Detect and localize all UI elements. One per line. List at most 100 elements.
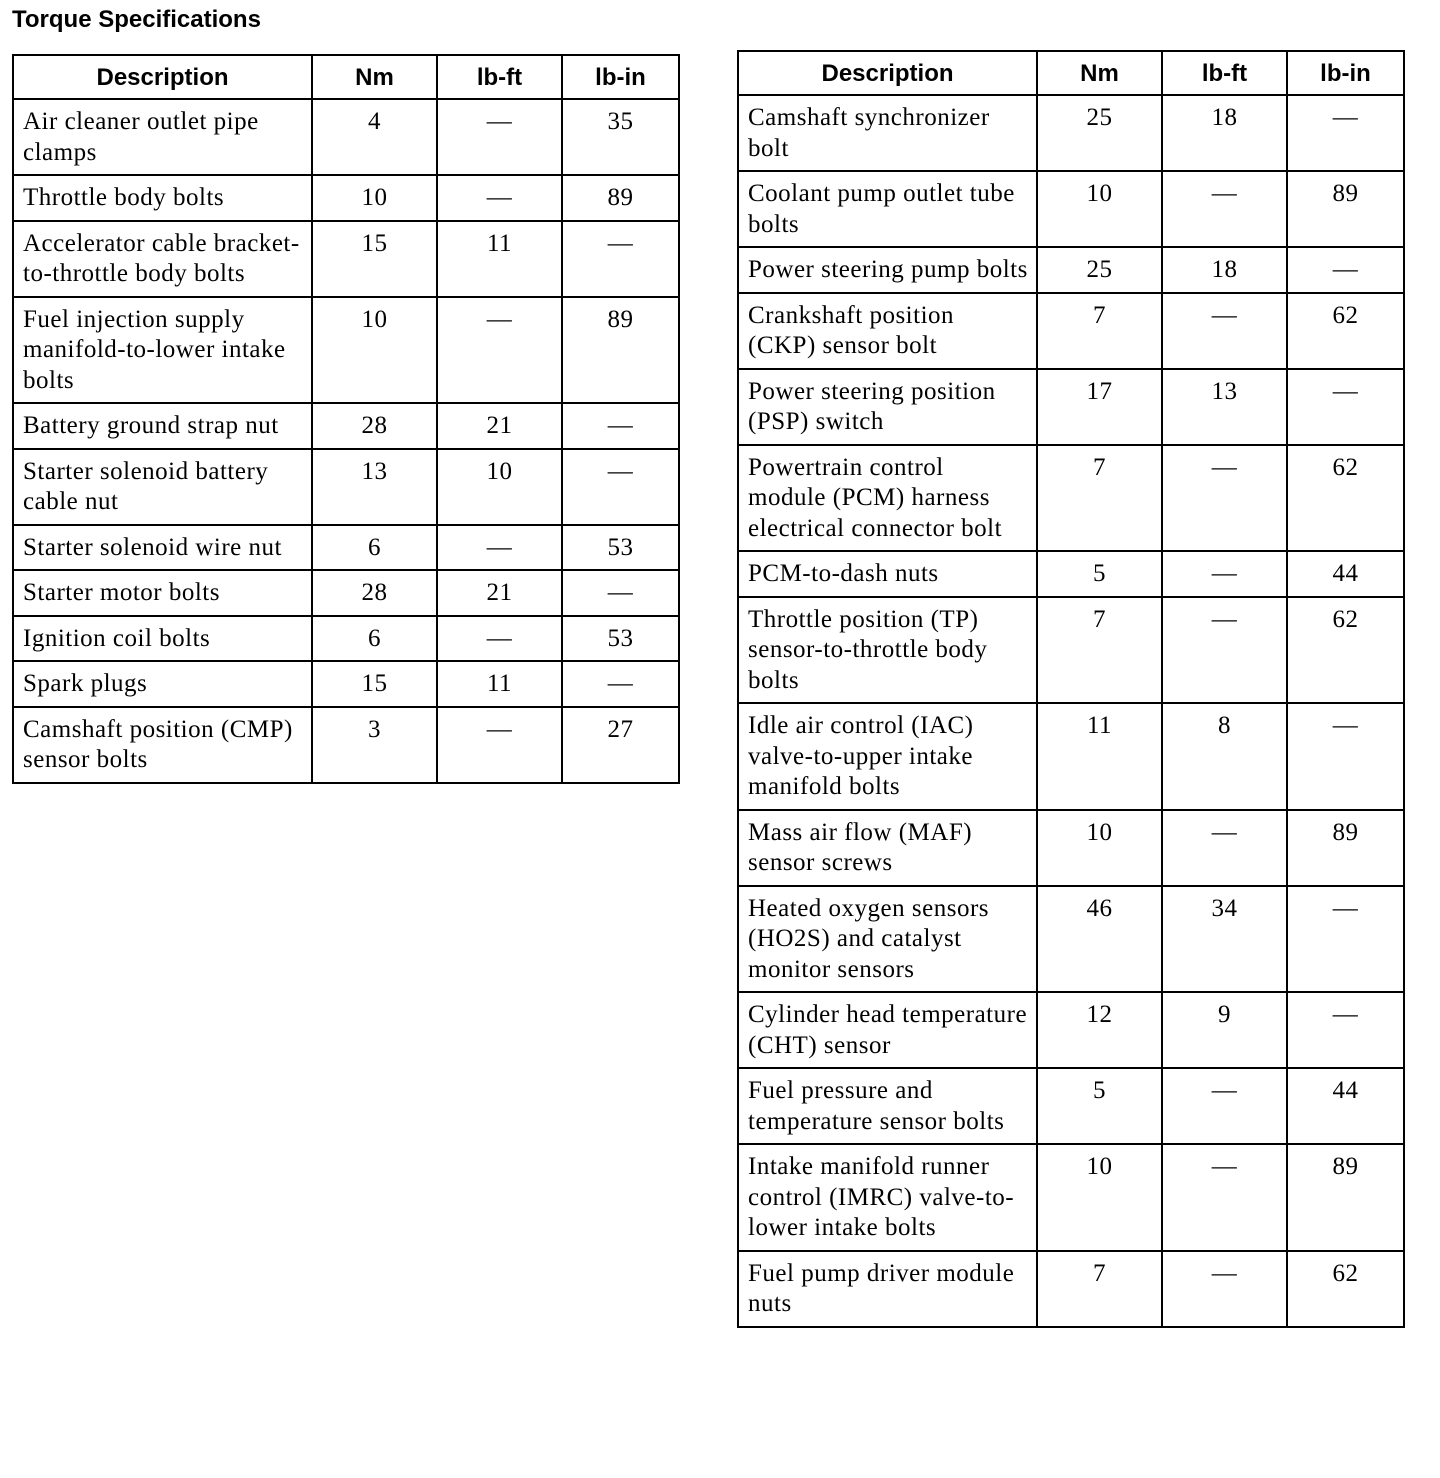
cell-lb-in: — [1286,94,1405,172]
cell-nm: 15 [311,219,438,298]
cell-description: Starter motor bolts [12,569,313,617]
cell-description: Idle air control (IAC) valve-to-upper in… [737,702,1038,811]
cell-nm: 13 [311,447,438,526]
cell-lb-in: — [1286,991,1405,1069]
cell-lb-ft: 10 [436,447,563,526]
cell-lb-in: — [1286,702,1405,811]
table-row: Fuel pump driver module nuts 7—62 [737,1249,1405,1328]
cell-nm: 10 [1036,1143,1163,1252]
cell-lb-ft: 21 [436,569,563,617]
cell-description: Throttle body bolts [12,174,313,222]
table-row: Throttle position (TP) sensor-to-throttl… [737,595,1405,704]
table-row: Starter solenoid wire nut 6—53 [12,523,680,571]
cell-lb-ft: — [1161,550,1288,598]
cell-lb-ft: — [1161,443,1288,552]
cell-lb-in: 53 [561,614,680,662]
cell-description: PCM-to-dash nuts [737,550,1038,598]
cell-lb-ft: — [436,98,563,176]
table-row: Fuel injection supply manifold-to-lower … [12,295,680,404]
cell-nm: 6 [311,614,438,662]
cell-lb-in: 62 [1286,1249,1405,1328]
table-row: Powertrain control module (PCM) harness … [737,443,1405,552]
table-row: Coolant pump outlet tube bolts 10—89 [737,170,1405,248]
header-lb-ft: lb-ft [1161,50,1288,96]
cell-description: Fuel pump driver module nuts [737,1249,1038,1328]
cell-description: Cylinder head temperature (CHT) sensor [737,991,1038,1069]
cell-lb-ft: 11 [436,219,563,298]
cell-lb-in: 89 [1286,1143,1405,1252]
cell-description: Spark plugs [12,660,313,708]
cell-description: Battery ground strap nut [12,402,313,450]
cell-lb-in: 27 [561,705,680,784]
cell-nm: 7 [1036,443,1163,552]
cell-lb-in: — [561,660,680,708]
cell-lb-in: 44 [1286,1067,1405,1145]
cell-description: Throttle position (TP) sensor-to-throttl… [737,595,1038,704]
cell-nm: 7 [1036,1249,1163,1328]
cell-description: Camshaft synchronizer bolt [737,94,1038,172]
page-title: Torque Specifications [12,6,261,33]
cell-description: Crankshaft position (CKP) sensor bolt [737,291,1038,370]
cell-nm: 10 [311,174,438,222]
cell-nm: 5 [1036,550,1163,598]
cell-lb-ft: 11 [436,660,563,708]
cell-lb-in: — [561,219,680,298]
cell-lb-in: 44 [1286,550,1405,598]
table-row: Camshaft synchronizer bolt 25 18— [737,94,1405,172]
header-description: Description [12,54,313,100]
cell-lb-ft: — [1161,1143,1288,1252]
table-row: Crankshaft position (CKP) sensor bolt 7—6… [737,291,1405,370]
cell-nm: 11 [1036,702,1163,811]
cell-lb-ft: 34 [1161,884,1288,993]
header-lb-ft: lb-ft [436,54,563,100]
cell-lb-in: 35 [561,98,680,176]
cell-nm: 28 [311,402,438,450]
cell-lb-ft: — [1161,1067,1288,1145]
cell-lb-ft: 8 [1161,702,1288,811]
cell-description: Power steering position (PSP) switch [737,367,1038,446]
table-row: Throttle body bolts 10—89 [12,174,680,222]
cell-description: Coolant pump outlet tube bolts [737,170,1038,248]
cell-lb-in: — [1286,884,1405,993]
cell-lb-ft: 13 [1161,367,1288,446]
cell-lb-ft: 9 [1161,991,1288,1069]
cell-nm: 15 [311,660,438,708]
cell-lb-ft: — [436,523,563,571]
cell-lb-ft: 21 [436,402,563,450]
cell-description: Accelerator cable bracket-to-throttle bo… [12,219,313,298]
cell-lb-in: — [561,402,680,450]
cell-lb-in: 62 [1286,443,1405,552]
cell-lb-in: 89 [1286,170,1405,248]
cell-nm: 46 [1036,884,1163,993]
cell-description: Heated oxygen sensors (HO2S) and catalys… [737,884,1038,993]
cell-description: Fuel pressure and temperature sensor bol… [737,1067,1038,1145]
cell-lb-ft: — [436,614,563,662]
cell-lb-ft: — [436,705,563,784]
cell-nm: 5 [1036,1067,1163,1145]
table-row: Mass air flow (MAF) sensor screws 10—89 [737,808,1405,887]
header-lb-in: lb-in [1286,50,1405,96]
cell-nm: 10 [311,295,438,404]
table-row: Fuel pressure and temperature sensor bol… [737,1067,1405,1145]
cell-lb-in: 89 [561,174,680,222]
torque-table-left: Description Nm lb-ft lb-in Air cleaner outl… [12,54,680,784]
cell-nm: 28 [311,569,438,617]
cell-lb-ft: — [436,174,563,222]
cell-nm: 6 [311,523,438,571]
cell-lb-ft: 18 [1161,246,1288,294]
table-row: Intake manifold runner control (IMRC) va… [737,1143,1405,1252]
cell-lb-ft: — [1161,170,1288,248]
table-row: Camshaft position (CMP) sensor bolts 3—27 [12,705,680,784]
cell-description: Camshaft position (CMP) sensor bolts [12,705,313,784]
cell-nm: 12 [1036,991,1163,1069]
cell-nm: 7 [1036,291,1163,370]
header-lb-in: lb-in [561,54,680,100]
cell-description: Fuel injection supply manifold-to-lower … [12,295,313,404]
table-row: Power steering position (PSP) switch 17 13… [737,367,1405,446]
cell-lb-in: — [561,447,680,526]
cell-lb-ft: — [1161,595,1288,704]
table-row: Idle air control (IAC) valve-to-upper in… [737,702,1405,811]
cell-description: Power steering pump bolts [737,246,1038,294]
cell-nm: 10 [1036,170,1163,248]
cell-nm: 17 [1036,367,1163,446]
